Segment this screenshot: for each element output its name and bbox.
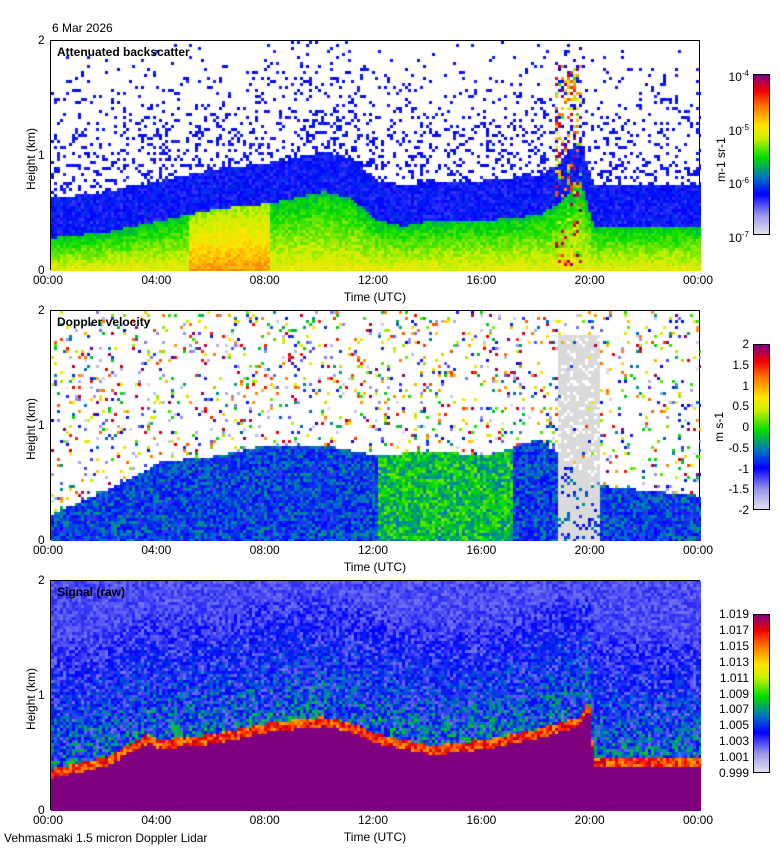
colorbar-tick-label: -2 [738, 503, 749, 517]
y-tick-label: 0 [38, 803, 45, 817]
colorbar-tick-label: 10-6 [728, 176, 749, 192]
x-axis-label: Time (UTC) [343, 560, 407, 574]
x-tick-label: 00:00 [683, 273, 714, 287]
colorbar-tick-label: 1.007 [718, 702, 749, 717]
heatmap-2 [51, 581, 701, 811]
y-axis-label: Height (km) [24, 397, 38, 460]
y-tick-label: 0 [38, 263, 45, 277]
x-tick-label: 12:00 [358, 543, 389, 557]
y-tick-label: 1 [38, 418, 45, 432]
colorbar-tick-label: 0 [742, 420, 749, 434]
y-axis-label: Height (km) [24, 667, 38, 730]
y-tick-label: 2 [38, 33, 45, 47]
y-tick-label: 0 [38, 533, 45, 547]
colorbar-tick-label: -0.5 [728, 440, 749, 455]
panel-title: Attenuated backscatter [57, 45, 190, 59]
colorbar-0 [753, 74, 770, 235]
x-tick-label: 00:00 [683, 813, 714, 827]
y-axis-label: Height (km) [24, 127, 38, 190]
x-tick-label: 16:00 [466, 813, 497, 827]
x-tick-label: 08:00 [249, 543, 280, 557]
colorbar-tick-label: 2 [742, 337, 749, 351]
x-tick-label: 04:00 [141, 273, 172, 287]
heatmap-0 [51, 41, 701, 271]
x-tick-label: 04:00 [141, 813, 172, 827]
plot-area-1: Doppler velocity [50, 310, 701, 541]
colorbar-tick-label: 1.011 [719, 670, 749, 685]
colorbar-tick-label: 10-5 [728, 122, 749, 138]
x-tick-label: 20:00 [574, 273, 605, 287]
colorbar-tick-label: 1.019 [718, 607, 749, 621]
colorbar-tick-label: 1.013 [718, 654, 749, 669]
colorbar-tick-label: 1.001 [718, 750, 749, 765]
x-tick-label: 12:00 [358, 273, 389, 287]
date-label: 6 Mar 2026 [52, 21, 113, 35]
panel-title: Signal (raw) [57, 585, 126, 599]
colorbar-tick-label: 1.017 [718, 622, 749, 637]
y-tick-label: 1 [38, 688, 45, 702]
x-tick-label: 16:00 [466, 273, 497, 287]
colorbar-units-label: m-1 sr-1 [714, 137, 728, 182]
colorbar-units-label: m s-1 [712, 412, 726, 442]
colorbar-tick-label: 1.005 [718, 718, 749, 733]
x-tick-label: 00:00 [683, 543, 714, 557]
x-tick-label: 00:00 [33, 543, 64, 557]
colorbar-1 [753, 344, 770, 510]
plot-area-0: Attenuated backscatter [50, 40, 701, 271]
x-tick-label: 04:00 [141, 543, 172, 557]
heatmap-1 [51, 311, 701, 541]
y-tick-label: 2 [38, 303, 45, 317]
x-axis-label: Time (UTC) [343, 830, 407, 844]
panel-title: Doppler velocity [57, 315, 151, 329]
x-tick-label: 16:00 [466, 543, 497, 557]
colorbar-tick-label: -1.5 [728, 482, 749, 497]
colorbar-tick-label: 1.009 [718, 686, 749, 701]
colorbar-tick-label: 1.003 [718, 734, 749, 749]
x-axis-label: Time (UTC) [343, 290, 407, 304]
x-tick-label: 00:00 [33, 813, 64, 827]
colorbar-tick-label: 1.5 [732, 357, 749, 372]
colorbar-tick-label: 1.015 [718, 638, 749, 653]
footer-instrument-label: Vehmasmaki 1.5 micron Doppler Lidar [4, 831, 208, 845]
x-tick-label: 20:00 [574, 813, 605, 827]
colorbar-tick-label: 0.5 [732, 399, 749, 414]
y-tick-label: 2 [38, 573, 45, 587]
y-tick-label: 1 [38, 148, 45, 162]
colorbar-tick-label: 0.999 [718, 766, 749, 780]
colorbar-tick-label: 10-7 [728, 230, 749, 245]
x-tick-label: 00:00 [33, 273, 64, 287]
x-tick-label: 08:00 [249, 813, 280, 827]
colorbar-2 [753, 614, 770, 773]
colorbar-tick-label: 10-4 [728, 69, 749, 84]
x-tick-label: 12:00 [358, 813, 389, 827]
plot-area-2: Signal (raw) [50, 580, 701, 811]
x-tick-label: 08:00 [249, 273, 280, 287]
colorbar-tick-label: 1 [742, 378, 749, 393]
x-tick-label: 20:00 [574, 543, 605, 557]
colorbar-tick-label: -1 [738, 461, 749, 476]
